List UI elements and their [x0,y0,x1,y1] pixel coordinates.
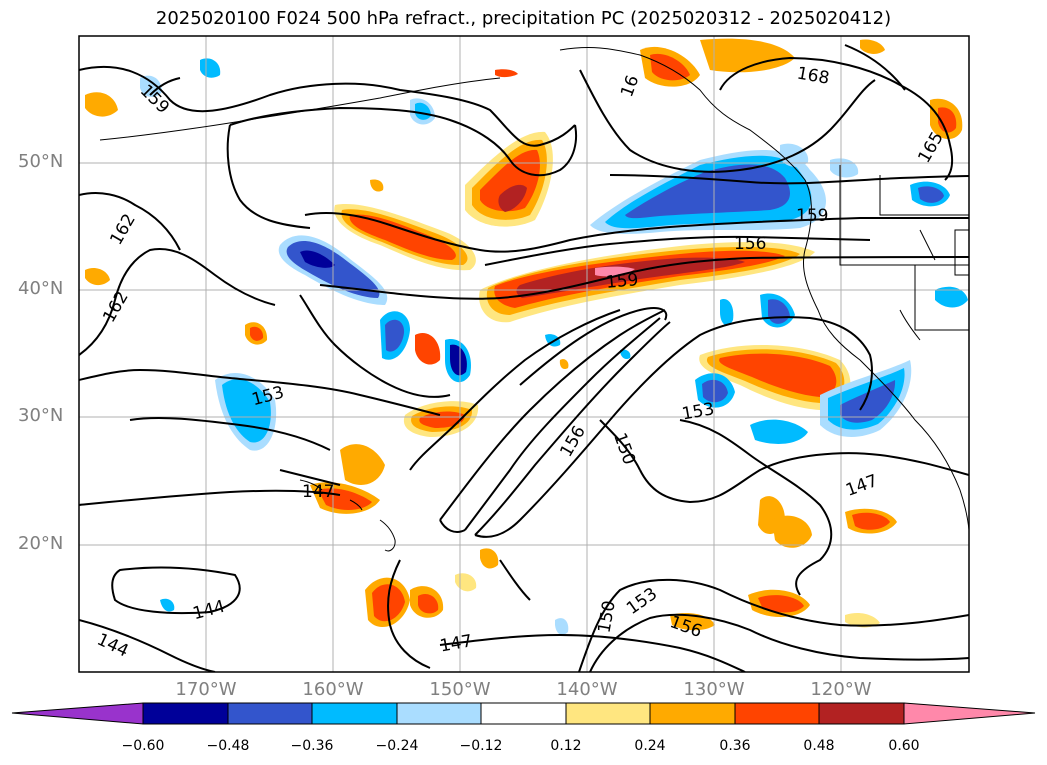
grid-lines [79,36,969,672]
contour-label-150-diag: 150 [609,430,639,467]
contour-label-153-s: 153 [623,584,661,619]
colorbar-tick-6: 0.24 [634,738,666,754]
lat-label-40n: 40°N [18,278,64,299]
contour-label-156-c: 156 [734,234,766,254]
colorbar-tick-7: 0.36 [719,738,751,754]
geopotential-contours [79,44,969,672]
contour-label-153-e: 153 [680,399,715,424]
contour-label-16-n: 16 [617,73,643,100]
lat-label-20n: 20°N [18,533,64,554]
contour-label-147-se: 147 [843,471,880,501]
colorbar-tick-9: 0.60 [888,738,920,754]
colorbar-extend-high [903,702,1036,725]
lon-label-140w: 140°W [556,679,618,700]
colorbar-bin-8 [734,702,820,725]
colorbar-bin-7 [649,702,736,725]
colorbar-bin-9 [818,702,905,725]
colorbar-tick-4: −0.12 [459,738,503,754]
lon-label-130w: 130°W [683,679,745,700]
colorbar-bin-3 [311,702,398,725]
contour-label-162-a: 162 [106,211,140,249]
colorbar-tick-1: −0.48 [206,738,250,754]
colorbar-tick-2: −0.36 [290,738,334,754]
contour-label-159-c: 159 [605,270,639,293]
lat-label-30n: 30°N [18,405,64,426]
lon-label-150w: 150°W [429,679,491,700]
colorbar-extend-low [11,702,144,725]
colorbar [11,702,1036,725]
contour-label-144-a: 144 [191,597,228,625]
contour-label-162-b: 162 [99,288,133,326]
contour-label-147-w: 147 [302,482,334,502]
contour-label-156-diag: 156 [556,423,590,461]
lat-label-50n: 50°N [18,151,64,172]
lon-label-120w: 120°W [810,679,872,700]
contour-label-150-s: 150 [594,599,619,634]
page-title: 2025020100 F024 500 hPa refract., precip… [155,8,892,29]
colorbar-tick-0: −0.60 [121,738,165,754]
colorbar-bin-4 [396,702,482,725]
lon-label-160w: 160°W [302,679,364,700]
colorbar-bin-2 [227,702,313,725]
colorbar-tick-8: 0.48 [803,738,835,754]
colorbar-bin-6 [565,702,651,725]
colorbar-bin-5 [480,702,567,725]
colorbar-tick-5: 0.12 [550,738,582,754]
lon-label-170w: 170°W [175,679,237,700]
precipitation-shading [85,38,968,635]
colorbar-bin-1 [142,702,229,725]
contour-label-168: 168 [795,63,830,88]
colorbar-tick-3: −0.24 [375,738,419,754]
contour-label-159-e: 159 [796,206,828,226]
contour-label-147-s: 147 [438,631,473,656]
map-frame [78,35,970,673]
